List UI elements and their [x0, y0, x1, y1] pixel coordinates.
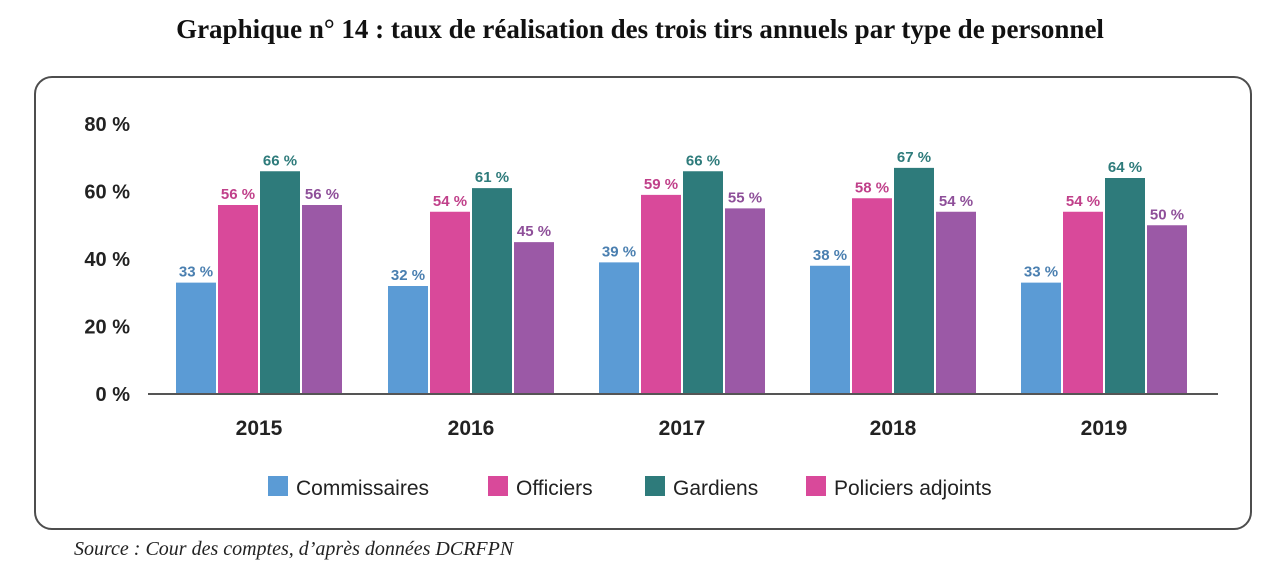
legend-label: Gardiens	[673, 477, 758, 500]
y-tick-label: 60 %	[84, 182, 130, 204]
y-tick-label: 0 %	[96, 384, 131, 406]
bar-policiers-adjoints-2017	[725, 208, 765, 394]
y-tick-label: 20 %	[84, 317, 130, 339]
legend-label: Policiers adjoints	[834, 477, 992, 500]
bar-policiers-adjoints-2015	[302, 205, 342, 394]
data-label: 55 %	[728, 189, 762, 206]
bar-policiers-adjoints-2019	[1147, 225, 1187, 394]
data-label: 45 %	[517, 223, 551, 240]
bar-gardiens-2018	[894, 167, 934, 394]
chart-title: Graphique n° 14 : taux de réalisation de…	[176, 14, 1104, 44]
x-tick-label: 2017	[659, 417, 706, 440]
data-label: 67 %	[897, 149, 931, 166]
x-tick-label: 2019	[1081, 417, 1128, 440]
chart-frame	[34, 76, 1252, 530]
bar-gardiens-2019	[1105, 178, 1145, 394]
data-label: 38 %	[813, 247, 847, 264]
x-tick-label: 2016	[448, 417, 495, 440]
data-label: 58 %	[855, 179, 889, 196]
data-label: 54 %	[1066, 193, 1100, 210]
data-label: 66 %	[686, 152, 720, 169]
legend-swatch-officiers	[488, 476, 508, 496]
bar-officiers-2015	[218, 205, 258, 394]
x-tick-label: 2015	[236, 417, 283, 440]
bar-commissaires-2018	[810, 265, 850, 394]
bar-officiers-2018	[852, 198, 892, 394]
data-label: 61 %	[475, 169, 509, 186]
legend-swatch-gardiens	[645, 476, 665, 496]
bar-gardiens-2015	[260, 171, 300, 394]
data-label: 32 %	[391, 267, 425, 284]
data-label: 33 %	[179, 264, 213, 281]
bar-commissaires-2019	[1021, 282, 1061, 394]
data-label: 33 %	[1024, 264, 1058, 281]
y-tick-label: 40 %	[84, 249, 130, 271]
legend-swatch-policiers-adjoints	[806, 476, 826, 496]
bar-policiers-adjoints-2018	[936, 211, 976, 394]
data-label: 56 %	[221, 186, 255, 203]
data-label: 64 %	[1108, 159, 1142, 176]
bar-commissaires-2015	[176, 282, 216, 394]
legend-swatch-commissaires	[268, 476, 288, 496]
data-label: 54 %	[939, 193, 973, 210]
bar-gardiens-2017	[683, 171, 723, 394]
legend-label: Commissaires	[296, 477, 429, 500]
y-tick-label: 80 %	[84, 114, 130, 136]
x-tick-label: 2018	[870, 417, 917, 440]
source-note: Source : Cour des comptes, d’après donné…	[74, 538, 514, 560]
bar-officiers-2016	[430, 211, 470, 394]
data-label: 66 %	[263, 152, 297, 169]
data-label: 54 %	[433, 193, 467, 210]
data-label: 39 %	[602, 243, 636, 260]
data-label: 59 %	[644, 176, 678, 193]
bar-commissaires-2016	[388, 286, 428, 394]
data-label: 50 %	[1150, 206, 1184, 223]
legend-label: Officiers	[516, 477, 593, 500]
data-label: 56 %	[305, 186, 339, 203]
bar-commissaires-2017	[599, 262, 639, 394]
bar-gardiens-2016	[472, 188, 512, 394]
bar-policiers-adjoints-2016	[514, 242, 554, 394]
bar-officiers-2019	[1063, 211, 1103, 394]
bar-officiers-2017	[641, 194, 681, 394]
